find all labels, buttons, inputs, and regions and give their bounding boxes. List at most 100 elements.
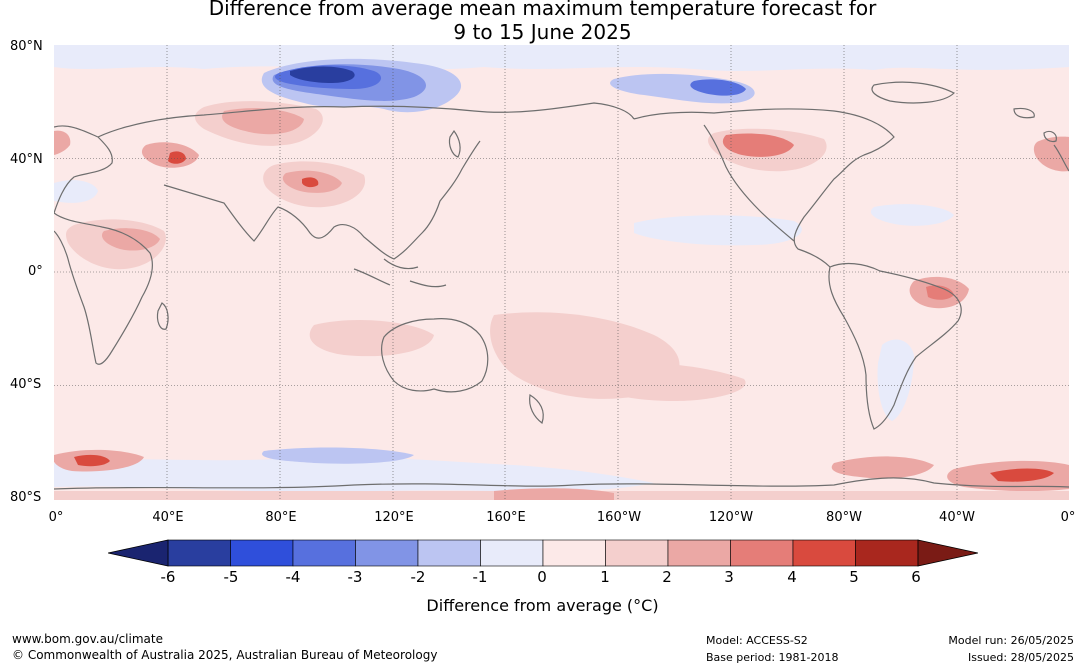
colorbar-cell: [292, 539, 356, 567]
lon-label-160e: 160°E: [486, 510, 526, 525]
colorbar-tick-minus2: -2: [410, 568, 426, 586]
lat-label-40n: 40°N: [10, 152, 43, 167]
colorbar-tick-minus3: -3: [347, 568, 363, 586]
southern-ocean-cool-band: [54, 456, 654, 492]
iberia-coastline: [1053, 144, 1069, 172]
footer-url[interactable]: www.bom.gov.au/climate: [12, 632, 163, 646]
colorbar: [108, 539, 978, 567]
title-line-2: 9 to 15 June 2025: [453, 20, 632, 44]
sahara-cool-patch: [54, 180, 98, 203]
lon-label-120w: 120°W: [708, 510, 754, 525]
new-zealand-coastline: [529, 394, 544, 424]
footer-dates: Model run: 26/05/2025 Issued: 28/05/2025: [948, 632, 1074, 666]
europe-coastline: [54, 125, 113, 214]
colorbar-tick-0: 0: [537, 568, 547, 586]
indonesia-coastline: [353, 258, 447, 288]
colorbar-tick-3: 3: [724, 568, 734, 586]
south-atlantic-hot-core: [74, 454, 110, 467]
footer-model-info: Model: ACCESS-S2 Base period: 1981-2018: [706, 632, 838, 666]
lon-label-160w: 160°W: [596, 510, 642, 525]
colorbar-cell: [792, 539, 856, 567]
central-africa-warm-core: [101, 228, 160, 251]
tibet-hot-core: [302, 177, 319, 188]
greenland-coastline: [871, 81, 956, 104]
anomaly-shading: [54, 45, 1069, 500]
map-title: Difference from average mean maximum tem…: [0, 0, 1085, 44]
southern-ocean-cool-core: [262, 447, 414, 464]
north-america-warm-core: [722, 133, 794, 157]
colorbar-tick-1: 1: [600, 568, 610, 586]
north-america-coastline: [633, 108, 895, 268]
lon-label-0: 0°: [48, 510, 64, 525]
colorbar-cell: [542, 539, 606, 567]
eurasia-north-coastline: [97, 102, 635, 138]
footer-copyright: © Commonwealth of Australia 2025, Austra…: [12, 648, 438, 662]
lat-label-equator: 0°: [28, 264, 43, 279]
colorbar-tick-6: 6: [911, 568, 921, 586]
footer-model-run: Model run: 26/05/2025: [948, 634, 1074, 647]
south-asia-coastline: [163, 140, 481, 260]
lon-label-120e: 120°E: [374, 510, 414, 525]
madagascar-coastline: [156, 302, 169, 330]
lat-label-80n: 80°N: [10, 39, 43, 54]
antarctica-coastline: [54, 477, 1069, 490]
caspian-hot-core: [168, 151, 186, 164]
title-line-1: Difference from average mean maximum tem…: [208, 0, 877, 20]
colorbar-cell: [667, 539, 731, 567]
colorbar-cell: [355, 539, 419, 567]
south-america-coastline: [828, 262, 962, 430]
footer-left: www.bom.gov.au/climate © Commonwealth of…: [12, 631, 437, 663]
north-atlantic-islands-coastline: [1013, 107, 1057, 143]
europe-warm-patch: [1033, 136, 1069, 172]
south-america-cool-region: [877, 339, 914, 421]
colorbar-over-arrow: [917, 539, 978, 567]
colorbar-cell: [855, 539, 919, 567]
colorbar-cell: [167, 539, 231, 567]
colorbar-tick-minus1: -1: [472, 568, 488, 586]
colorbar-cell: [605, 539, 669, 567]
lat-label-40s: 40°S: [10, 377, 42, 392]
australia-coastline: [381, 318, 489, 393]
colorbar-cells: [167, 539, 919, 567]
east-pacific-cool-band: [634, 215, 802, 246]
weddell-sea-hot-core: [990, 468, 1054, 482]
drake-passage-warm-patch: [831, 456, 934, 479]
japan-coastline: [448, 129, 461, 158]
colorbar-tick-2: 2: [662, 568, 672, 586]
alaska-cold-core: [690, 79, 746, 96]
brazil-warm-core: [926, 285, 954, 300]
colorbar-tick-5: 5: [849, 568, 859, 586]
colorbar-cell: [230, 539, 294, 567]
arctic-cool-band: [54, 45, 1069, 71]
lat-label-80s: 80°S: [10, 490, 42, 505]
lon-label-40w: 40°W: [939, 510, 975, 525]
siberia-coldest-core: [290, 66, 355, 83]
colorbar-tick-minus6: -6: [160, 568, 176, 586]
colorbar-label: Difference from average (°C): [426, 596, 659, 615]
footer-base-period: Base period: 1981-2018: [706, 651, 839, 664]
north-america-west-coastline: [703, 124, 795, 242]
colorbar-tick-minus5: -5: [223, 568, 239, 586]
colorbar-tick-4: 4: [787, 568, 797, 586]
indian-ocean-warm-patch: [309, 320, 434, 357]
footer-model: Model: ACCESS-S2: [706, 634, 808, 647]
lon-label-0-right: 0°: [1060, 510, 1076, 525]
central-asia-warm-core: [222, 108, 304, 135]
lon-label-80w: 80°W: [826, 510, 862, 525]
lon-label-40e: 40°E: [152, 510, 184, 525]
south-pacific-warm-band: [584, 362, 746, 401]
africa-coastline: [54, 212, 154, 365]
anomaly-map: [54, 45, 1069, 500]
graticule: [54, 45, 1069, 500]
colorbar-cell: [730, 539, 794, 567]
footer-issued: Issued: 28/05/2025: [967, 651, 1074, 664]
colorbar-tick-minus4: -4: [285, 568, 301, 586]
colorbar-cell: [417, 539, 481, 567]
ross-sea-warm-patch: [494, 488, 614, 500]
land-outlines: [54, 81, 1069, 490]
colorbar-cell: [480, 539, 544, 567]
lon-label-80e: 80°E: [265, 510, 297, 525]
colorbar-under-arrow: [108, 539, 169, 567]
europe-warm-patch-left: [54, 130, 71, 155]
atlantic-cool-patch: [870, 204, 954, 226]
